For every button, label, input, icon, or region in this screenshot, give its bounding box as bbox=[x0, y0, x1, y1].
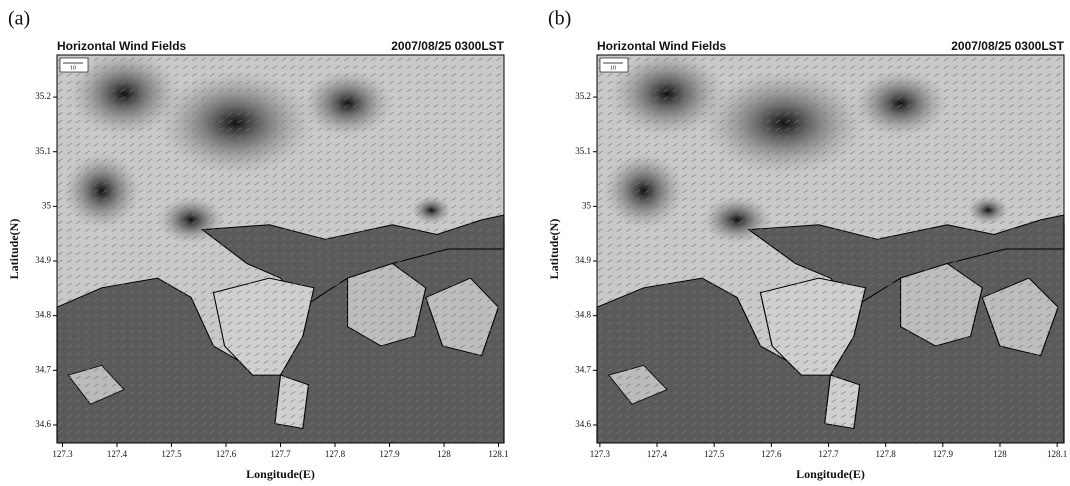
reference-box bbox=[599, 57, 629, 73]
reference-label: 10 bbox=[70, 65, 76, 71]
map-title: Horizontal Wind Fields bbox=[597, 39, 727, 53]
x-tick-label: 128.1 bbox=[1047, 449, 1067, 459]
panel-label: (a) bbox=[8, 8, 30, 30]
terrain bbox=[56, 49, 505, 444]
y-tick-label: 34.7 bbox=[35, 364, 51, 374]
x-tick-label: 127.4 bbox=[647, 449, 668, 459]
y-tick-label: 34.6 bbox=[35, 419, 51, 429]
y-tick-label: 34.9 bbox=[575, 255, 591, 265]
x-tick-label: 127.3 bbox=[52, 449, 73, 459]
x-tick-label: 128 bbox=[993, 449, 1007, 459]
map-title: Horizontal Wind Fields bbox=[57, 39, 187, 53]
x-tick-label: 127.3 bbox=[590, 449, 611, 459]
y-tick-label: 34.6 bbox=[575, 419, 591, 429]
map-subtitle: 2007/08/25 0300LST bbox=[391, 39, 504, 53]
y-tick-label: 35.2 bbox=[575, 91, 591, 101]
x-tick-label: 127.9 bbox=[933, 449, 954, 459]
y-tick-label: 35.2 bbox=[35, 91, 51, 101]
panel-label: (b) bbox=[548, 8, 571, 30]
x-tick-label: 128 bbox=[437, 449, 451, 459]
reference-label: 10 bbox=[610, 65, 616, 71]
y-tick-label: 34.9 bbox=[35, 255, 51, 265]
x-tick-label: 127.6 bbox=[761, 449, 782, 459]
y-tick-label: 34.8 bbox=[35, 310, 51, 320]
x-tick-label: 127.6 bbox=[216, 449, 237, 459]
y-axis-label: Latitude(N) bbox=[547, 219, 561, 280]
x-axis-label: Longitude(E) bbox=[246, 467, 315, 481]
y-tick-label: 35.1 bbox=[575, 146, 591, 156]
y-tick-label: 35 bbox=[42, 200, 52, 210]
plot-frame bbox=[596, 54, 1065, 444]
map-panel: (a) Horizontal Wind Fields 2007/08/25 0300… bbox=[7, 8, 509, 481]
terrain bbox=[596, 49, 1065, 444]
x-tick-label: 127.4 bbox=[107, 449, 128, 459]
x-tick-label: 127.7 bbox=[818, 449, 839, 459]
x-tick-label: 127.5 bbox=[161, 449, 182, 459]
x-tick-label: 127.7 bbox=[270, 449, 291, 459]
x-axis-label: Longitude(E) bbox=[796, 467, 865, 481]
map-subtitle: 2007/08/25 0300LST bbox=[951, 39, 1064, 53]
y-tick-label: 35 bbox=[582, 200, 592, 210]
y-tick-label: 34.8 bbox=[575, 310, 591, 320]
x-tick-label: 127.8 bbox=[876, 449, 897, 459]
x-tick-label: 127.9 bbox=[379, 449, 400, 459]
x-tick-label: 127.8 bbox=[325, 449, 346, 459]
y-tick-label: 34.7 bbox=[575, 364, 591, 374]
x-tick-label: 128.1 bbox=[488, 449, 508, 459]
x-tick-label: 127.5 bbox=[704, 449, 725, 459]
map-panel: (b) Horizontal Wind Fields 2007/08/25 0300… bbox=[547, 8, 1068, 481]
y-tick-label: 35.1 bbox=[35, 146, 51, 156]
reference-box bbox=[59, 57, 89, 73]
y-axis-label: Latitude(N) bbox=[7, 219, 21, 280]
